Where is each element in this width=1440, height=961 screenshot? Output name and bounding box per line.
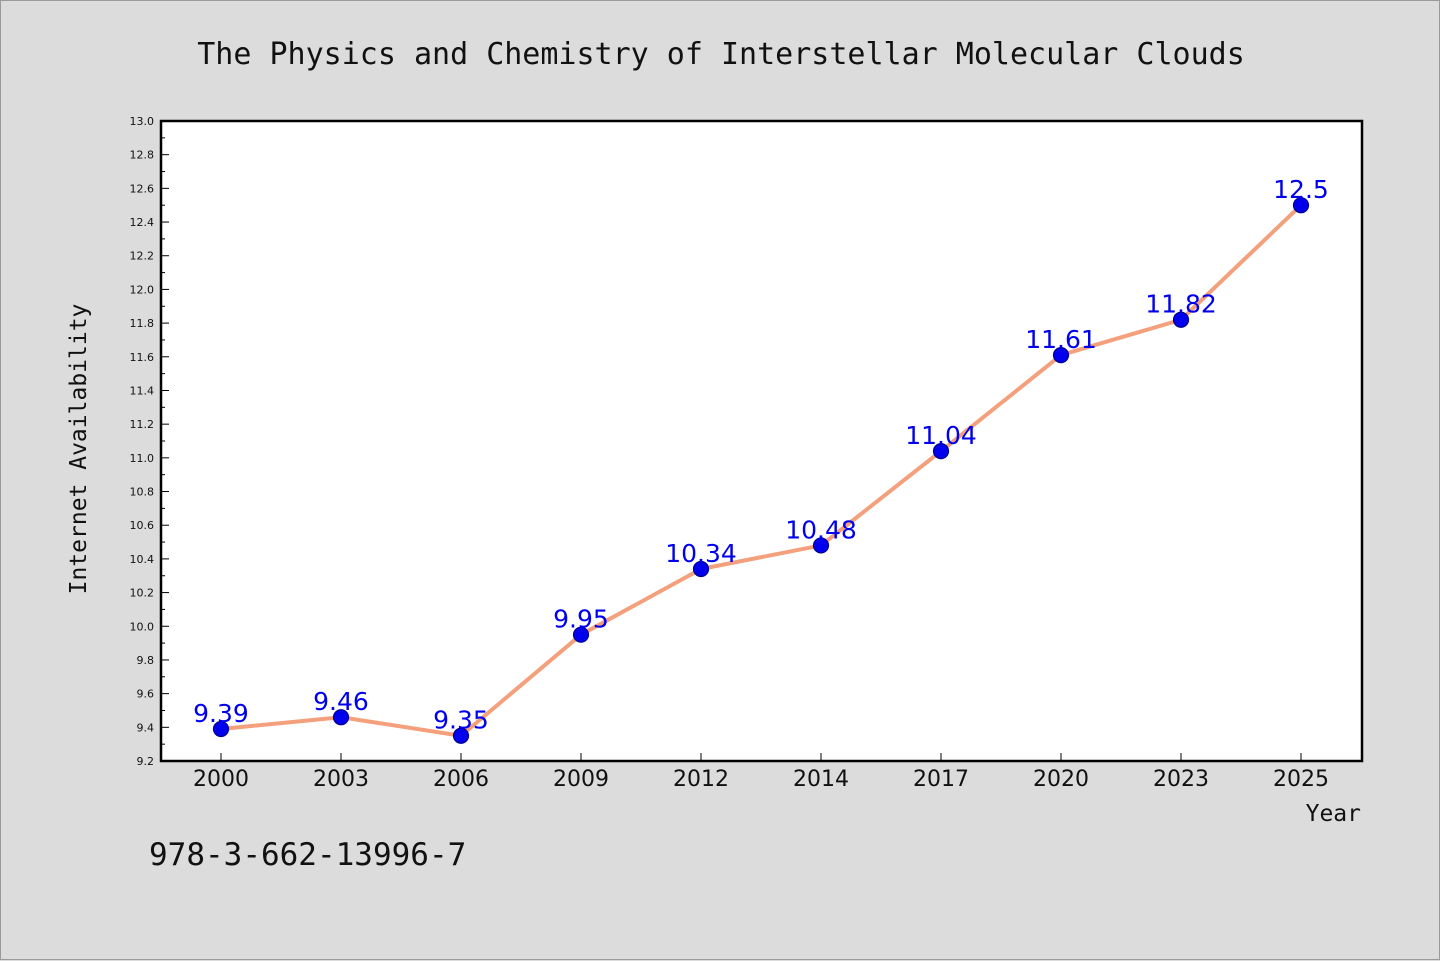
- y-tick-label: 11.4: [130, 384, 155, 397]
- x-tick-label: 2006: [433, 767, 489, 792]
- x-axis-ticks: 2000 2003 2006 2009 2012 2014 2017 2020 2023 2025: [193, 753, 1329, 792]
- data-labels: 9.39 9.46 9.35 9.95 10.34 10.48 11.04 11.61 11.8…: [193, 175, 1329, 735]
- y-tick-label: 11.0: [130, 452, 155, 465]
- y-tick-label: 11.6: [130, 351, 155, 364]
- y-axis-label: Internet Availability: [66, 304, 92, 595]
- data-label: 11.82: [1145, 290, 1217, 319]
- y-tick-label: 10.6: [130, 519, 155, 532]
- y-axis-ticks: 9.2 9.4 9.6 9.8 10.0 10.2 10.4 10.6 10.8 11.0 11.2…: [130, 115, 169, 768]
- x-tick-label: 2017: [913, 767, 969, 792]
- chart-title: The Physics and Chemistry of Interstella…: [197, 37, 1245, 72]
- data-label: 10.34: [665, 539, 737, 568]
- data-point: [1172, 311, 1190, 328]
- x-tick-label: 2014: [793, 767, 849, 792]
- x-tick-label: 2009: [553, 767, 609, 792]
- plot-area: [159, 119, 1364, 763]
- y-tick-label: 10.2: [130, 587, 155, 600]
- y-tick-label: 12.6: [130, 182, 155, 195]
- y-tick-label: 11.2: [130, 418, 155, 431]
- y-tick-label: 9.8: [137, 654, 155, 667]
- data-point: [212, 720, 230, 738]
- y-tick-label: 10.8: [130, 486, 155, 499]
- y-tick-label: 10.4: [130, 553, 155, 566]
- series-line: [219, 203, 1303, 738]
- data-point: [692, 560, 710, 578]
- y-tick-label: 12.2: [130, 250, 155, 263]
- data-point: [932, 443, 950, 460]
- data-label: 9.39: [193, 699, 249, 728]
- x-axis-label: Year: [1306, 801, 1361, 827]
- y-tick-label: 10.0: [130, 620, 155, 633]
- data-label: 11.04: [905, 421, 977, 450]
- data-point: [1292, 197, 1310, 214]
- y-tick-label: 12.4: [130, 216, 155, 229]
- data-label: 9.35: [433, 706, 489, 735]
- data-point: [452, 727, 470, 744]
- y-tick-label: 9.4: [137, 721, 155, 734]
- y-tick-label: 12.8: [130, 149, 155, 162]
- data-point: [1052, 347, 1070, 364]
- data-point: [812, 537, 830, 554]
- x-tick-label: 2003: [313, 767, 369, 792]
- x-tick-label: 2012: [673, 767, 729, 792]
- data-label: 10.48: [785, 515, 857, 544]
- data-point: [572, 626, 590, 643]
- x-tick-label: 2000: [193, 767, 249, 792]
- y-tick-label: 11.8: [130, 317, 155, 330]
- x-tick-label: 2025: [1273, 767, 1329, 792]
- y-tick-label: 9.2: [137, 755, 155, 768]
- data-label: 9.46: [313, 687, 369, 716]
- y-tick-label: 13.0: [130, 115, 155, 128]
- data-label: 9.95: [553, 605, 609, 634]
- data-label: 12.5: [1273, 175, 1329, 204]
- data-label: 11.61: [1025, 325, 1097, 354]
- data-markers: [212, 197, 1310, 744]
- isbn-footer: 978-3-662-13996-7: [149, 837, 466, 873]
- data-point: [332, 709, 350, 726]
- y-tick-label: 9.6: [137, 688, 155, 701]
- x-tick-label: 2023: [1153, 767, 1209, 792]
- y-tick-label: 12.0: [130, 283, 155, 296]
- x-tick-label: 2020: [1033, 767, 1089, 792]
